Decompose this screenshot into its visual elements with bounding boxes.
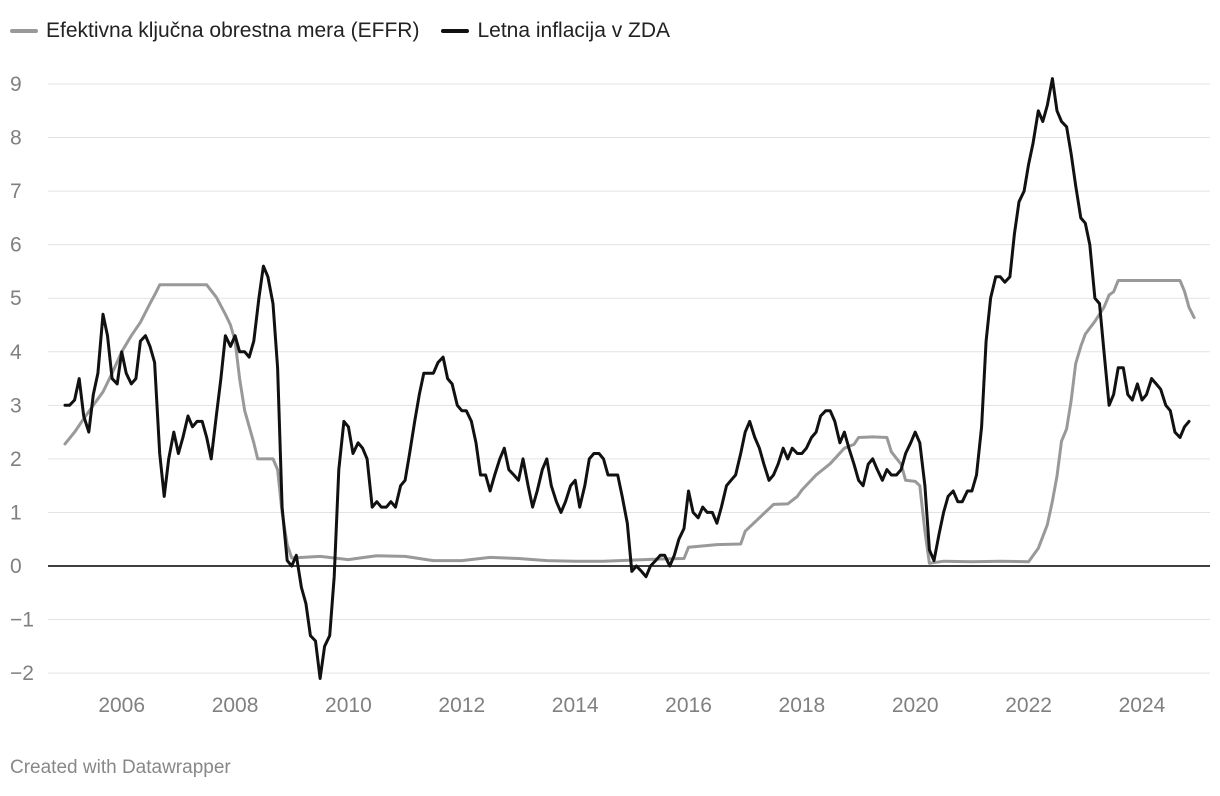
legend-label-effr: Efektivna ključna obrestna mera (EFFR) [46,19,420,42]
legend-item-effr: Efektivna ključna obrestna mera (EFFR) [10,19,419,43]
y-tick-label: −2 [10,662,34,685]
footer-credit: Created with Datawrapper [10,757,231,778]
x-tick-label: 2010 [325,694,372,717]
y-tick-label: 7 [10,180,22,203]
x-axis-tick-labels: 2006 2008 2010 2012 2014 2016 2018 2020 2022 2024 [98,694,1165,717]
legend-swatch-inflation [441,29,470,33]
x-tick-label: 2022 [1005,694,1052,717]
y-tick-label: 6 [10,234,22,257]
y-tick-label: 4 [10,341,22,364]
x-tick-label: 2014 [552,694,599,717]
x-tick-label: 2012 [438,694,485,717]
x-tick-label: 2006 [98,694,145,717]
chart-legend: Efektivna ključna obrestna mera (EFFR) L… [10,16,670,46]
series-line-inflation [63,77,1191,680]
x-tick-label: 2020 [892,694,939,717]
y-tick-label: 2 [10,448,22,471]
legend-item-inflation: Letna inflacija v ZDA [441,19,670,43]
y-tick-label: 8 [10,127,22,150]
y-tick-label: 3 [10,394,22,417]
legend-swatch-effr [10,29,38,33]
x-tick-label: 2024 [1119,694,1166,717]
x-tick-label: 2008 [212,694,259,717]
series-line-effr [63,279,1196,565]
legend-label-inflation: Letna inflacija v ZDA [477,19,671,42]
y-tick-label: −1 [10,609,34,632]
y-axis-tick-labels: −2 −1 0 1 2 3 4 5 6 7 8 9 [10,73,34,685]
x-tick-label: 2018 [779,694,826,717]
y-tick-label: 9 [10,73,22,96]
y-tick-label: 5 [10,287,22,310]
y-tick-label: 1 [10,501,22,524]
series-lines [63,77,1196,680]
y-tick-label: 0 [10,555,22,578]
x-tick-label: 2016 [665,694,712,717]
